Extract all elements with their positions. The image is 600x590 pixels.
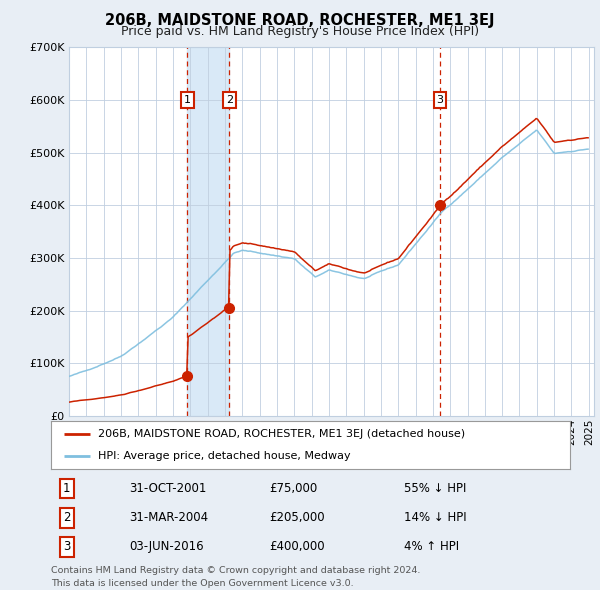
Text: 2: 2 [226, 95, 233, 105]
Text: £205,000: £205,000 [269, 511, 325, 525]
Text: 14% ↓ HPI: 14% ↓ HPI [404, 511, 467, 525]
Text: 3: 3 [437, 95, 443, 105]
Text: 03-JUN-2016: 03-JUN-2016 [129, 540, 203, 553]
Text: 31-OCT-2001: 31-OCT-2001 [129, 482, 206, 495]
Text: 4% ↑ HPI: 4% ↑ HPI [404, 540, 459, 553]
Text: 1: 1 [184, 95, 191, 105]
Text: £400,000: £400,000 [269, 540, 325, 553]
Text: 3: 3 [63, 540, 70, 553]
Text: £75,000: £75,000 [269, 482, 317, 495]
Text: HPI: Average price, detached house, Medway: HPI: Average price, detached house, Medw… [98, 451, 350, 461]
Text: 206B, MAIDSTONE ROAD, ROCHESTER, ME1 3EJ (detached house): 206B, MAIDSTONE ROAD, ROCHESTER, ME1 3EJ… [98, 429, 465, 439]
Text: 206B, MAIDSTONE ROAD, ROCHESTER, ME1 3EJ: 206B, MAIDSTONE ROAD, ROCHESTER, ME1 3EJ [105, 13, 495, 28]
Text: 1: 1 [63, 482, 70, 495]
Text: Contains HM Land Registry data © Crown copyright and database right 2024.
This d: Contains HM Land Registry data © Crown c… [51, 566, 421, 588]
Text: 31-MAR-2004: 31-MAR-2004 [129, 511, 208, 525]
Text: 2: 2 [63, 511, 70, 525]
Bar [187, 47, 229, 416]
Text: Price paid vs. HM Land Registry's House Price Index (HPI): Price paid vs. HM Land Registry's House … [121, 25, 479, 38]
Text: 55% ↓ HPI: 55% ↓ HPI [404, 482, 466, 495]
